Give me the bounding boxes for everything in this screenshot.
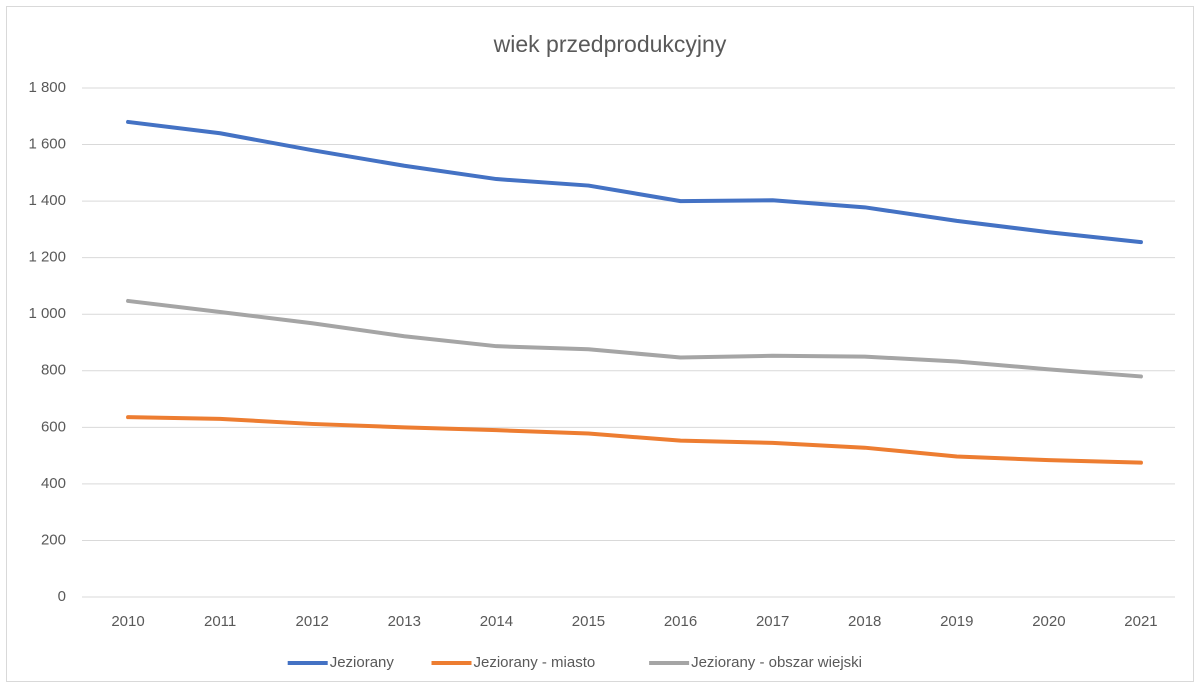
chart-title: wiek przedprodukcyjny	[493, 31, 727, 57]
legend-label: Jeziorany - miasto	[474, 654, 596, 671]
x-tick-label: 2010	[111, 613, 144, 630]
y-tick-label: 1 200	[28, 249, 66, 266]
y-tick-label: 1 400	[28, 192, 66, 209]
series-line	[126, 415, 1143, 465]
x-tick-label: 2012	[296, 613, 329, 630]
y-tick-label: 200	[41, 531, 66, 548]
series-line	[126, 119, 1143, 245]
y-tick-label: 1 600	[28, 136, 66, 153]
y-tick-label: 800	[41, 362, 66, 379]
x-tick-label: 2015	[572, 613, 605, 630]
legend-label: Jeziorany - obszar wiejski	[691, 654, 862, 671]
x-tick-label: 2019	[940, 613, 973, 630]
y-tick-label: 1 000	[28, 305, 66, 322]
x-tick-label: 2018	[848, 613, 881, 630]
y-tick-label: 600	[41, 418, 66, 435]
x-tick-label: 2017	[756, 613, 789, 630]
x-tick-label: 2013	[388, 613, 421, 630]
chart-border	[6, 6, 1194, 682]
x-tick-label: 2020	[1032, 613, 1065, 630]
y-tick-label: 1 800	[28, 79, 66, 96]
y-tick-label: 0	[58, 588, 66, 605]
x-tick-label: 2011	[204, 613, 236, 630]
legend-label: Jeziorany	[330, 654, 395, 671]
series-line	[126, 298, 1143, 379]
x-tick-label: 2016	[664, 613, 697, 630]
x-tick-label: 2021	[1124, 613, 1157, 630]
x-tick-label: 2014	[480, 613, 513, 630]
y-tick-label: 400	[41, 475, 66, 492]
